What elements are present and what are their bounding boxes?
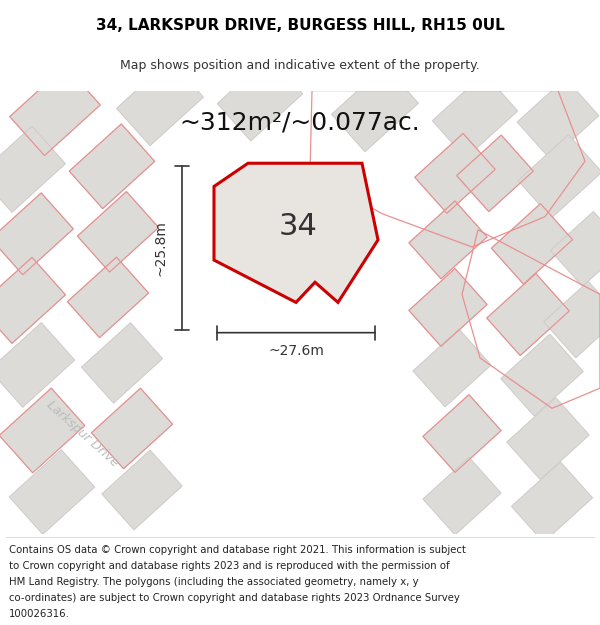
Polygon shape	[550, 211, 600, 286]
Polygon shape	[491, 204, 572, 284]
Polygon shape	[432, 74, 518, 158]
Polygon shape	[423, 457, 501, 535]
Polygon shape	[0, 126, 65, 213]
Polygon shape	[67, 257, 149, 338]
Text: ~25.8m: ~25.8m	[153, 220, 167, 276]
Polygon shape	[0, 258, 65, 343]
Polygon shape	[91, 388, 173, 469]
Polygon shape	[409, 201, 487, 279]
Polygon shape	[544, 281, 600, 357]
Polygon shape	[0, 193, 73, 275]
Polygon shape	[69, 124, 155, 209]
Polygon shape	[517, 78, 599, 159]
Polygon shape	[82, 322, 163, 403]
Text: 34, LARKSPUR DRIVE, BURGESS HILL, RH15 0UL: 34, LARKSPUR DRIVE, BURGESS HILL, RH15 0…	[95, 18, 505, 33]
Polygon shape	[102, 450, 182, 530]
Polygon shape	[116, 60, 203, 146]
Polygon shape	[413, 329, 491, 407]
Text: 34: 34	[278, 213, 317, 241]
Polygon shape	[423, 394, 501, 472]
Polygon shape	[507, 398, 589, 479]
Polygon shape	[214, 163, 378, 302]
Text: 100026316.: 100026316.	[9, 609, 70, 619]
Text: Larkspur Drive: Larkspur Drive	[44, 398, 121, 469]
Polygon shape	[415, 133, 495, 213]
Polygon shape	[9, 449, 95, 534]
Polygon shape	[10, 66, 100, 156]
Polygon shape	[511, 462, 593, 542]
Text: Map shows position and indicative extent of the property.: Map shows position and indicative extent…	[120, 59, 480, 72]
Polygon shape	[0, 388, 85, 473]
Polygon shape	[217, 56, 303, 141]
Text: Contains OS data © Crown copyright and database right 2021. This information is : Contains OS data © Crown copyright and d…	[9, 545, 466, 555]
Polygon shape	[332, 66, 418, 152]
Text: co-ordinates) are subject to Crown copyright and database rights 2023 Ordnance S: co-ordinates) are subject to Crown copyr…	[9, 593, 460, 603]
Text: ~312m²/~0.077ac.: ~312m²/~0.077ac.	[179, 111, 421, 135]
Polygon shape	[77, 191, 158, 272]
Polygon shape	[457, 135, 533, 211]
Polygon shape	[501, 334, 583, 416]
Polygon shape	[409, 269, 487, 346]
Text: to Crown copyright and database rights 2023 and is reproduced with the permissio: to Crown copyright and database rights 2…	[9, 561, 449, 571]
Polygon shape	[487, 274, 569, 356]
Polygon shape	[518, 134, 600, 218]
Text: HM Land Registry. The polygons (including the associated geometry, namely x, y: HM Land Registry. The polygons (includin…	[9, 577, 419, 587]
Text: ~27.6m: ~27.6m	[268, 344, 324, 358]
Polygon shape	[0, 322, 75, 408]
